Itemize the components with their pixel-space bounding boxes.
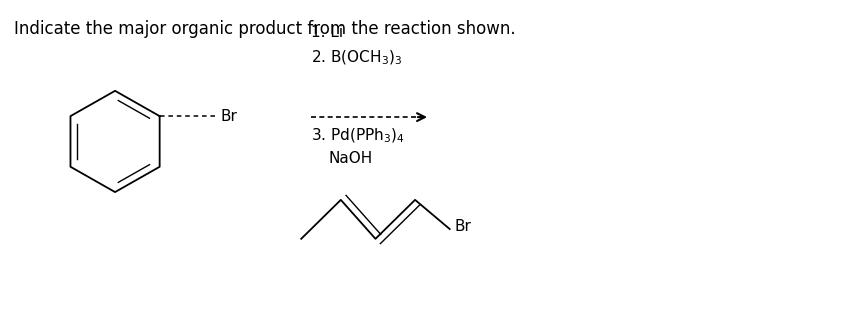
Text: 3. Pd(PPh$_3$)$_4$: 3. Pd(PPh$_3$)$_4$ (311, 127, 405, 145)
Text: 2. B(OCH$_3$)$_3$: 2. B(OCH$_3$)$_3$ (311, 49, 403, 67)
Text: 1. Li: 1. Li (311, 25, 343, 40)
Text: Br: Br (454, 219, 471, 234)
Text: Indicate the major organic product from the reaction shown.: Indicate the major organic product from … (14, 20, 516, 38)
Text: Br: Br (220, 109, 237, 124)
Text: NaOH: NaOH (329, 151, 373, 166)
